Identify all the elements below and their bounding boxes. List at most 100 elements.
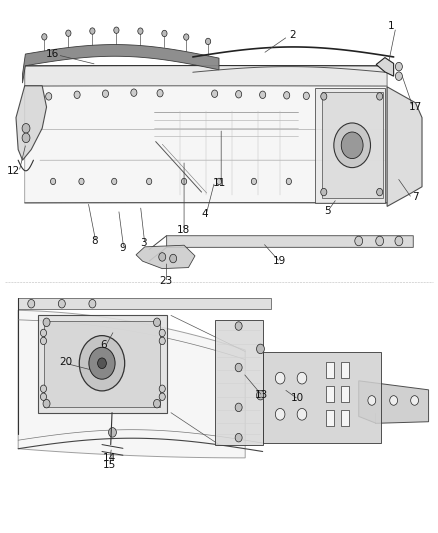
Circle shape	[297, 408, 307, 420]
Text: 1: 1	[388, 21, 395, 31]
Circle shape	[43, 318, 50, 327]
Circle shape	[40, 329, 46, 337]
Circle shape	[235, 322, 242, 330]
Bar	[341, 386, 349, 402]
Circle shape	[159, 329, 165, 337]
Circle shape	[42, 34, 47, 40]
Circle shape	[260, 91, 266, 99]
Circle shape	[102, 90, 109, 98]
Circle shape	[276, 372, 285, 384]
Circle shape	[276, 408, 285, 420]
Text: 23: 23	[159, 277, 173, 286]
Text: 14: 14	[102, 453, 116, 463]
Polygon shape	[263, 352, 381, 443]
Bar	[326, 410, 334, 426]
Circle shape	[159, 385, 165, 392]
Text: 18: 18	[177, 225, 190, 236]
Circle shape	[411, 395, 419, 405]
Text: 6: 6	[100, 340, 106, 350]
Circle shape	[235, 364, 242, 372]
Circle shape	[390, 395, 398, 405]
Polygon shape	[376, 58, 394, 76]
Circle shape	[89, 300, 96, 308]
Circle shape	[138, 28, 143, 34]
Bar	[326, 386, 334, 402]
Circle shape	[170, 254, 177, 263]
Text: 8: 8	[91, 236, 98, 246]
Polygon shape	[359, 381, 428, 423]
Polygon shape	[321, 92, 383, 198]
Text: 9: 9	[120, 243, 126, 253]
Circle shape	[74, 91, 80, 99]
Text: 2: 2	[289, 30, 296, 41]
Circle shape	[159, 337, 165, 345]
Circle shape	[297, 372, 307, 384]
Text: 17: 17	[409, 102, 422, 112]
Circle shape	[40, 385, 46, 392]
Text: 15: 15	[102, 461, 116, 470]
Circle shape	[50, 178, 56, 184]
Text: 13: 13	[255, 390, 268, 400]
Polygon shape	[25, 66, 387, 86]
Circle shape	[303, 92, 309, 100]
Circle shape	[321, 188, 327, 196]
Text: 16: 16	[46, 49, 59, 59]
Circle shape	[321, 93, 327, 100]
Circle shape	[22, 133, 30, 143]
Text: 7: 7	[412, 192, 419, 203]
Circle shape	[216, 178, 222, 184]
Circle shape	[159, 393, 165, 400]
Polygon shape	[18, 298, 272, 309]
Text: 3: 3	[141, 238, 147, 247]
Circle shape	[43, 399, 50, 408]
Polygon shape	[38, 316, 166, 413]
Circle shape	[396, 72, 403, 80]
Text: 20: 20	[59, 357, 72, 367]
Text: 11: 11	[212, 177, 226, 188]
Bar	[326, 362, 334, 378]
Circle shape	[114, 27, 119, 34]
Circle shape	[181, 178, 187, 184]
Bar	[341, 410, 349, 426]
Circle shape	[79, 178, 84, 184]
Circle shape	[251, 178, 257, 184]
Circle shape	[334, 123, 371, 167]
Bar	[341, 362, 349, 378]
Polygon shape	[16, 86, 46, 160]
Circle shape	[79, 336, 125, 391]
Circle shape	[184, 34, 189, 41]
Circle shape	[395, 236, 403, 246]
Circle shape	[157, 90, 163, 97]
Polygon shape	[215, 320, 263, 445]
Circle shape	[153, 318, 160, 327]
Text: 12: 12	[7, 166, 21, 176]
Circle shape	[89, 348, 115, 379]
Circle shape	[159, 253, 166, 261]
Polygon shape	[18, 310, 245, 458]
Circle shape	[236, 91, 242, 98]
Circle shape	[109, 427, 117, 437]
Polygon shape	[22, 45, 219, 83]
Circle shape	[153, 399, 160, 408]
Text: 19: 19	[272, 256, 286, 266]
Text: 5: 5	[324, 206, 331, 216]
Circle shape	[131, 89, 137, 96]
Text: 10: 10	[291, 393, 304, 403]
Circle shape	[396, 62, 403, 71]
Circle shape	[147, 178, 152, 184]
Circle shape	[22, 124, 30, 133]
Circle shape	[377, 93, 383, 100]
Circle shape	[46, 93, 52, 100]
Circle shape	[98, 358, 106, 368]
Circle shape	[235, 433, 242, 442]
Circle shape	[66, 30, 71, 36]
Circle shape	[205, 38, 211, 45]
Text: 4: 4	[202, 209, 208, 220]
Circle shape	[286, 178, 291, 184]
Circle shape	[162, 30, 167, 37]
Circle shape	[355, 236, 363, 246]
Circle shape	[40, 337, 46, 345]
Circle shape	[40, 393, 46, 400]
Circle shape	[257, 344, 265, 354]
Circle shape	[112, 178, 117, 184]
